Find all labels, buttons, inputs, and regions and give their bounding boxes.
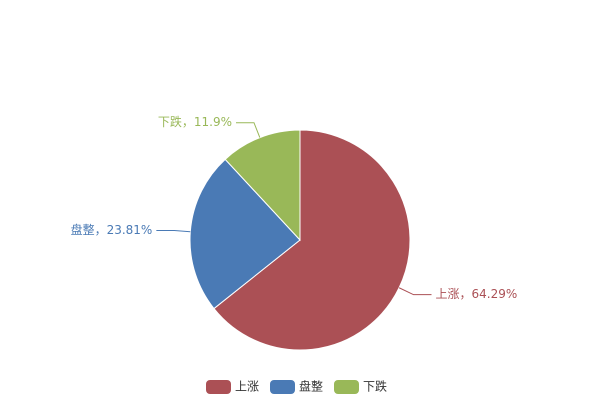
legend-swatch[interactable] xyxy=(206,380,231,394)
legend-label[interactable]: 盘整 xyxy=(299,379,323,394)
legend-label[interactable]: 上涨 xyxy=(235,379,259,394)
leader-line xyxy=(156,230,191,233)
leader-line xyxy=(398,287,432,296)
leader-line xyxy=(235,122,261,138)
legend-label[interactable]: 下跌 xyxy=(363,379,387,394)
data-label: 盘整，23.81% xyxy=(71,222,153,237)
data-label: 下跌，11.9% xyxy=(158,114,232,129)
pie-slice xyxy=(213,129,411,351)
pie-slice xyxy=(189,158,301,310)
legend-swatch[interactable] xyxy=(334,380,359,394)
legend-swatch[interactable] xyxy=(270,380,295,394)
data-label: 上涨，64.29% xyxy=(436,286,518,301)
